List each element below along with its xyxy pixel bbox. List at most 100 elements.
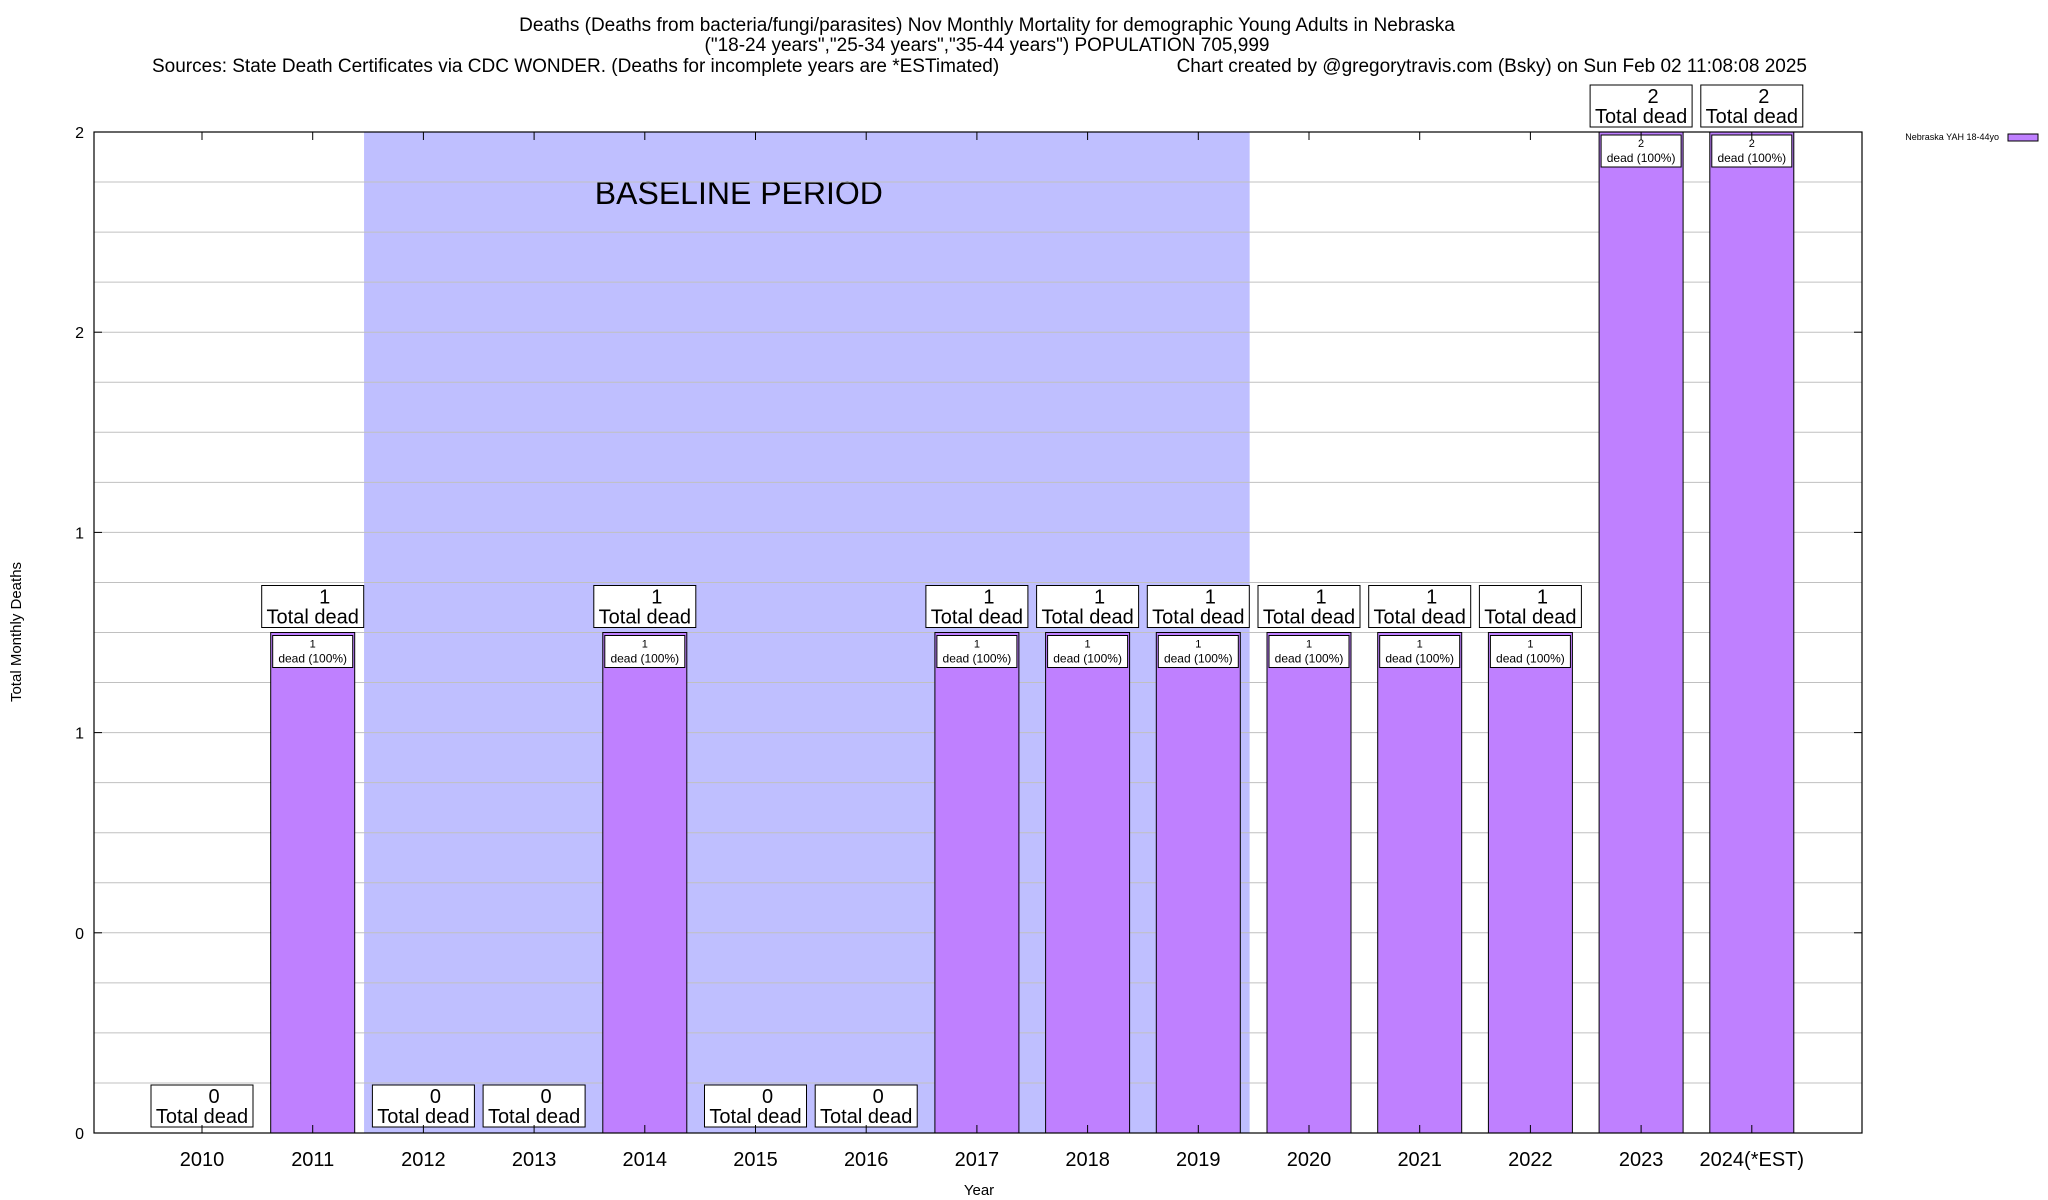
total-label-box bbox=[1368, 585, 1472, 628]
chart-credit: Chart created by @gregorytravis.com (Bsk… bbox=[1177, 56, 1807, 77]
x-tick-label: 2022 bbox=[1508, 1149, 1553, 1171]
total-label-text: Total dead bbox=[820, 1106, 912, 1128]
y-axis-label: Total Monthly Deaths bbox=[8, 562, 25, 702]
inner-label-value: 1 bbox=[1085, 639, 1091, 651]
total-label-box bbox=[1478, 585, 1582, 628]
chart-title-block: Deaths (Deaths from bacteria/fungi/paras… bbox=[152, 15, 1807, 77]
inner-label-value: 1 bbox=[1306, 639, 1312, 651]
inner-label-box bbox=[604, 635, 686, 668]
inner-label-box bbox=[1379, 635, 1461, 668]
y-tick-label: 1 bbox=[75, 525, 84, 542]
total-label-text: Total dead bbox=[1706, 106, 1798, 128]
bar bbox=[270, 632, 356, 1134]
x-axis-label: Year bbox=[964, 1182, 994, 1199]
total-label-box bbox=[814, 1084, 918, 1128]
inner-label-value: 1 bbox=[1195, 639, 1201, 651]
x-tick-label: 2019 bbox=[1176, 1149, 1221, 1171]
x-tick-label: 2018 bbox=[1065, 1149, 1110, 1171]
inner-label-text: dead (100%) bbox=[1717, 151, 1786, 165]
total-label-box bbox=[1589, 84, 1693, 128]
baseline-period-label: BASELINE PERIOD bbox=[595, 175, 883, 211]
total-label-text: Total dead bbox=[1595, 106, 1687, 128]
total-label-box bbox=[925, 585, 1029, 628]
total-label-value: 2 bbox=[1758, 86, 1769, 108]
total-label-value: 1 bbox=[1094, 587, 1105, 609]
inner-label-box bbox=[1489, 635, 1571, 668]
total-label-text: Total dead bbox=[599, 607, 691, 629]
inner-label-text: dead (100%) bbox=[278, 652, 347, 666]
total-label-text: Total dead bbox=[488, 1106, 580, 1128]
inner-label-box bbox=[1711, 134, 1793, 168]
total-label-text: Total dead bbox=[377, 1106, 469, 1128]
inner-label-value: 2 bbox=[1749, 138, 1755, 150]
inner-label-text: dead (100%) bbox=[1164, 652, 1233, 666]
total-label-text: Total dead bbox=[1484, 607, 1576, 629]
inner-label-box bbox=[1600, 134, 1682, 168]
total-label-box bbox=[1257, 585, 1361, 628]
total-label-box bbox=[371, 1084, 475, 1128]
total-label-value: 1 bbox=[1315, 587, 1326, 609]
total-label-box bbox=[261, 585, 365, 628]
inner-label-text: dead (100%) bbox=[943, 652, 1012, 666]
chart-title-line-2: ("18-24 years","25-34 years","35-44 year… bbox=[705, 35, 1270, 56]
legend-swatch bbox=[2007, 133, 2039, 142]
x-tick-label: 2020 bbox=[1287, 1149, 1332, 1171]
x-tick-label: 2024(*EST) bbox=[1700, 1149, 1805, 1171]
chart-title-line-1: Deaths (Deaths from bacteria/fungi/paras… bbox=[519, 15, 1455, 36]
total-label-text: Total dead bbox=[156, 1106, 248, 1128]
total-label-text: Total dead bbox=[1152, 607, 1244, 629]
x-tick-label: 2017 bbox=[955, 1149, 1000, 1171]
inner-label-box bbox=[936, 635, 1018, 668]
x-tick-label: 2015 bbox=[733, 1149, 778, 1171]
total-label-box bbox=[482, 1084, 586, 1128]
inner-label-value: 1 bbox=[310, 639, 316, 651]
total-label-value: 0 bbox=[762, 1086, 773, 1108]
bar bbox=[1045, 632, 1131, 1134]
total-label-value: 1 bbox=[983, 587, 994, 609]
total-label-text: Total dead bbox=[931, 607, 1023, 629]
total-label-value: 1 bbox=[319, 587, 330, 609]
total-label-text: Total dead bbox=[709, 1106, 801, 1128]
x-tick-label: 2013 bbox=[512, 1149, 557, 1171]
bar bbox=[1377, 632, 1463, 1134]
total-label-box bbox=[1036, 585, 1140, 628]
total-label-text: Total dead bbox=[1041, 607, 1133, 629]
y-tick-label: 0 bbox=[75, 1126, 84, 1143]
bar bbox=[1598, 131, 1684, 1134]
bar bbox=[1155, 632, 1241, 1134]
total-label-box bbox=[150, 1084, 254, 1128]
total-label-value: 0 bbox=[430, 1086, 441, 1108]
total-label-value: 0 bbox=[541, 1086, 552, 1108]
inner-label-text: dead (100%) bbox=[610, 652, 679, 666]
inner-label-text: dead (100%) bbox=[1053, 652, 1122, 666]
total-label-text: Total dead bbox=[267, 607, 359, 629]
x-tick-label: 2023 bbox=[1619, 1149, 1664, 1171]
total-label-value: 2 bbox=[1648, 86, 1659, 108]
total-label-value: 1 bbox=[1426, 587, 1437, 609]
bar bbox=[934, 632, 1020, 1134]
inner-label-value: 2 bbox=[1638, 138, 1644, 150]
inner-label-value: 1 bbox=[974, 639, 980, 651]
total-label-box bbox=[593, 585, 697, 628]
inner-label-value: 1 bbox=[1417, 639, 1423, 651]
inner-label-text: dead (100%) bbox=[1496, 652, 1565, 666]
inner-label-box bbox=[1268, 635, 1350, 668]
total-label-value: 0 bbox=[873, 1086, 884, 1108]
bar bbox=[1709, 131, 1795, 1134]
inner-label-value: 1 bbox=[642, 639, 648, 651]
x-tick-label: 2010 bbox=[180, 1149, 225, 1171]
y-tick-label: 1 bbox=[75, 726, 84, 743]
total-label-text: Total dead bbox=[1263, 607, 1355, 629]
y-tick-label: 2 bbox=[75, 125, 84, 142]
chart-source: Sources: State Death Certificates via CD… bbox=[152, 56, 999, 77]
x-tick-label: 2021 bbox=[1397, 1149, 1442, 1171]
plot-frame bbox=[93, 131, 1863, 1134]
y-tick-label: 2 bbox=[75, 325, 84, 342]
legend: Nebraska YAH 18-44yo bbox=[1905, 132, 2039, 142]
total-label-text: Total dead bbox=[1374, 607, 1466, 629]
inner-label-value: 1 bbox=[1527, 639, 1533, 651]
total-label-box bbox=[1146, 585, 1250, 628]
inner-label-box bbox=[272, 635, 354, 668]
x-tick-label: 2014 bbox=[623, 1149, 668, 1171]
total-label-value: 1 bbox=[1205, 587, 1216, 609]
